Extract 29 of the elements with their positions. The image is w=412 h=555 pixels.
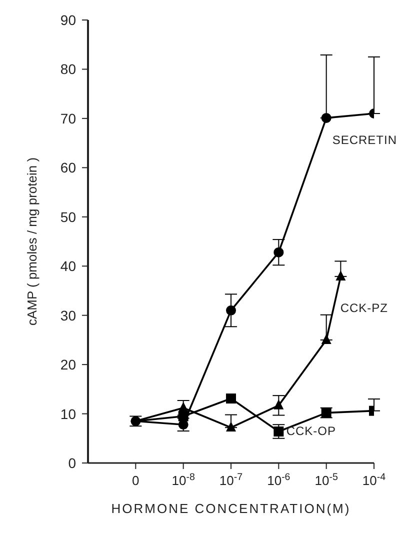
x-tick-label: 10$^{-7}$ <box>219 472 243 488</box>
x-tick-label: 10$^{-6}$ <box>267 472 290 488</box>
point <box>274 247 284 258</box>
y-tick-label: 30 <box>60 307 76 324</box>
point <box>321 112 332 123</box>
x-tick-label: 0 <box>132 473 140 488</box>
point <box>274 426 284 436</box>
series-label: SECRETIN <box>332 132 398 147</box>
y-tick-label: 60 <box>60 160 76 176</box>
y-tick-label: 40 <box>60 258 76 274</box>
point <box>226 305 236 316</box>
y-axis-title: cAMP ( pmoles / mg protein ) <box>24 157 40 326</box>
x-tick-label: 10$^{-5}$ <box>314 472 338 488</box>
series-label: CCK-OP <box>286 424 336 438</box>
point <box>226 422 236 432</box>
y-tick-label: 80 <box>60 61 76 78</box>
x-axis-title: HORMONE CONCENTRATION(M) <box>111 501 351 516</box>
point <box>226 394 236 404</box>
x-tick-label: 10$^{-4}$ <box>362 472 386 488</box>
series-label: CCK-PZ <box>340 300 388 315</box>
y-tick-label: 90 <box>60 12 76 28</box>
y-tick-label: 20 <box>60 356 76 373</box>
point <box>274 399 284 410</box>
point <box>321 334 332 344</box>
x-tick-label: 10$^{-8}$ <box>172 472 195 488</box>
y-tick-label: 0 <box>68 455 76 471</box>
y-tick-label: 50 <box>60 208 76 225</box>
y-tick-label: 70 <box>60 110 76 126</box>
y-tick-label: 10 <box>60 406 76 422</box>
